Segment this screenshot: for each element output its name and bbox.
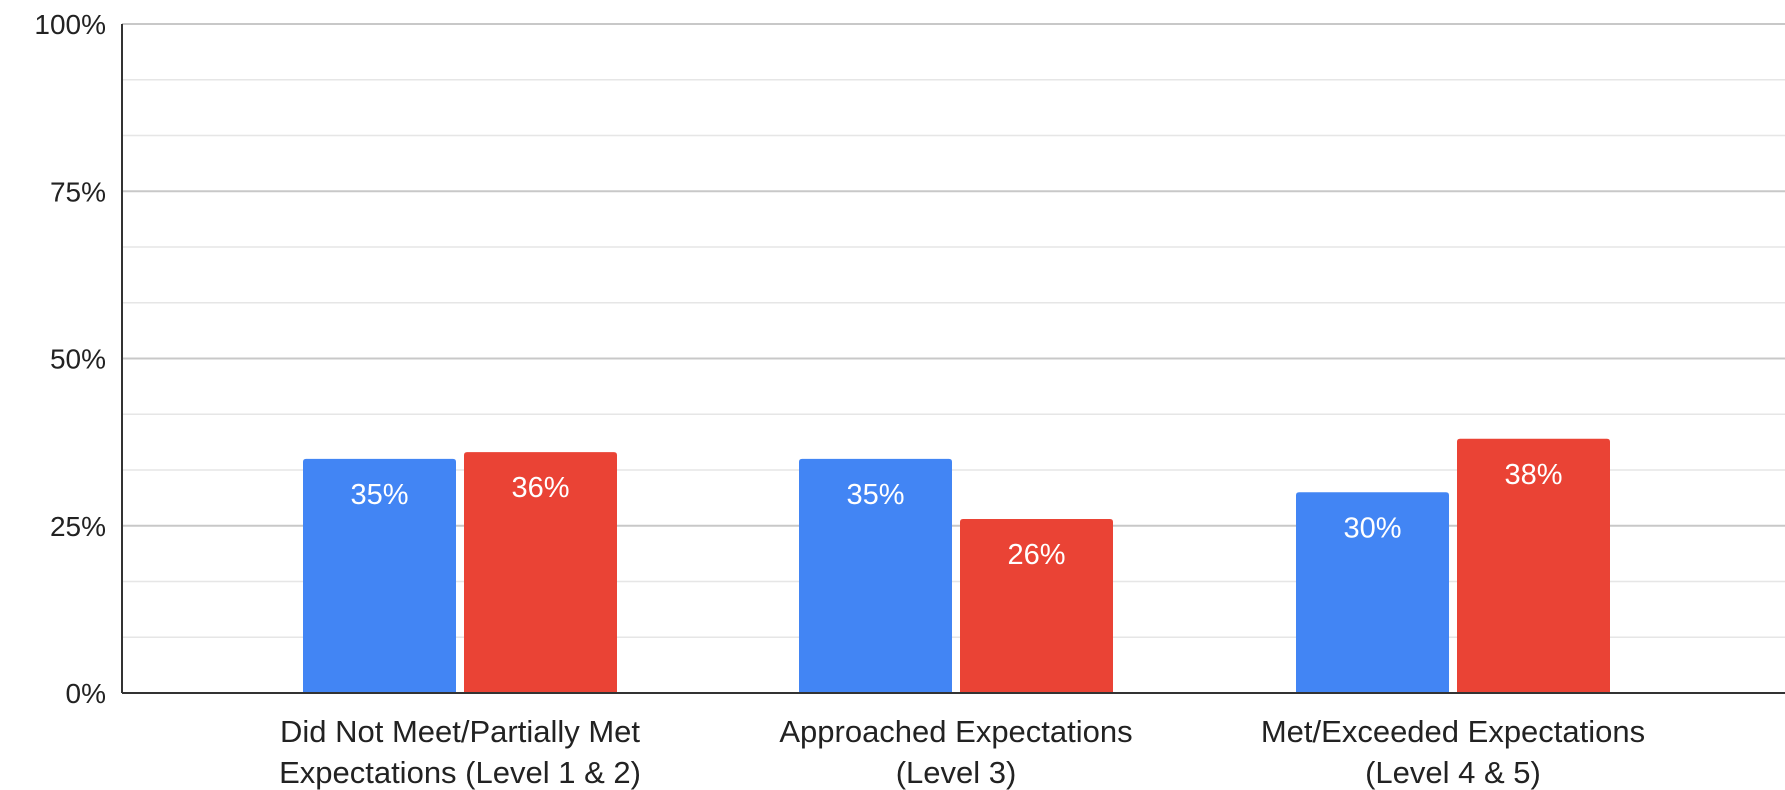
bar — [960, 519, 1113, 693]
y-tick-label: 50% — [50, 344, 106, 375]
axes — [121, 24, 1785, 694]
data-label: 30% — [1343, 512, 1401, 544]
y-tick-label: 0% — [66, 678, 106, 709]
x-category-label: Met/Exceeded Expectations — [1261, 714, 1645, 749]
x-category-label: Did Not Meet/Partially Met — [280, 714, 640, 749]
bar — [799, 458, 952, 693]
labels: 0% 25% 50% 75% 100% 35% 35% 30% 36% 26% 38% Did Not… — [34, 9, 1645, 790]
y-tick-label: 100% — [34, 9, 106, 40]
x-category-label: (Level 4 & 5) — [1365, 755, 1541, 790]
bar — [1457, 438, 1610, 693]
y-tick-label: 25% — [50, 511, 106, 542]
x-category-label: Approached Expectations — [779, 714, 1132, 749]
y-tick-label: 75% — [50, 176, 106, 207]
x-category-label: (Level 3) — [896, 755, 1017, 790]
bar — [464, 452, 617, 693]
x-category-label: Expectations (Level 1 & 2) — [279, 755, 641, 790]
data-label: 36% — [511, 472, 569, 504]
bars — [303, 438, 1610, 693]
bar — [1296, 492, 1449, 693]
data-label: 35% — [350, 479, 408, 511]
data-label: 35% — [846, 479, 904, 511]
bar — [303, 458, 456, 693]
data-label: 38% — [1504, 459, 1562, 491]
data-label: 26% — [1007, 539, 1065, 571]
